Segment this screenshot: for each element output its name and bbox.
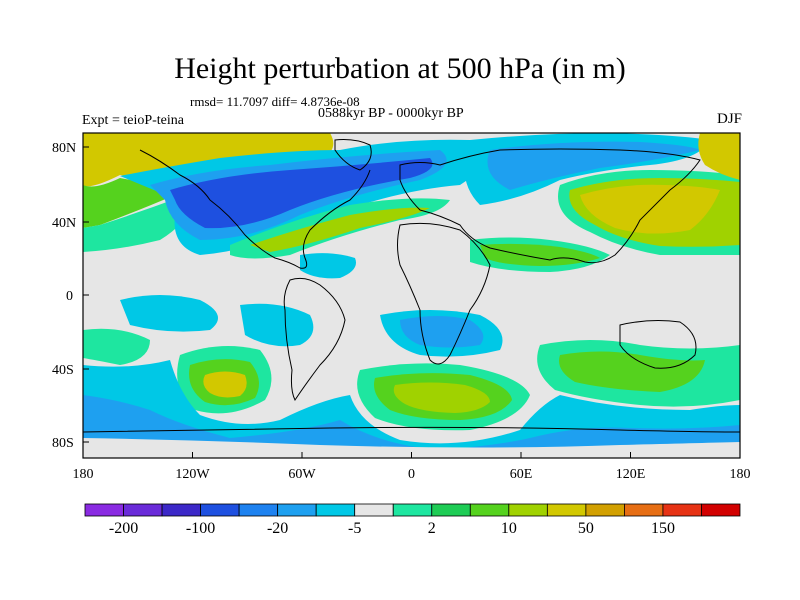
colorbar-label: -100: [186, 520, 215, 537]
experiment-label: Expt = teioP-teina: [82, 113, 184, 128]
contour-strong-pos-arctic-east: [698, 133, 740, 180]
colorbar-label: 150: [651, 520, 675, 537]
lon-label-0: 0: [408, 467, 415, 482]
coastlines: [83, 139, 740, 433]
colorbar-swatch: [315, 503, 356, 517]
coastline-south-america: [283, 277, 346, 401]
contour-weak-pos-band-west: [83, 198, 186, 252]
colorbar-swatch: [200, 503, 240, 517]
lon-label-180e: 180: [730, 467, 751, 482]
lon-label-120e: 120E: [616, 467, 646, 482]
colorbar-swatch: [662, 503, 702, 517]
contour-strong-neg-namerica: [170, 158, 433, 229]
colorbar-swatch: [508, 503, 548, 517]
contour-weak-neg-tropical-n: [300, 253, 356, 279]
contour-neutral-antarctic: [83, 438, 740, 458]
colorbar-swatch: [84, 503, 124, 517]
latitude-axis: 80N 40N 0 40S 80S: [52, 141, 89, 451]
colorbar-swatch: [624, 503, 664, 517]
colorbar: [84, 503, 741, 517]
coastline-australia: [619, 320, 697, 369]
colorbar-swatch: [123, 503, 163, 517]
colorbar-label: -5: [348, 520, 361, 537]
colorbar-label: 50: [578, 520, 594, 537]
rmsd-diff-stats: rmsd= 11.7097 diff= 4.8736e-08: [190, 94, 360, 109]
lat-label-80n: 80N: [52, 141, 76, 156]
colorbar-swatch: [585, 503, 625, 517]
colorbar-swatch: [431, 503, 471, 517]
contour-weak-neg-samerica: [240, 303, 314, 347]
colorbar-swatch: [354, 503, 394, 517]
filled-contour-field: [83, 133, 740, 458]
lat-label-80s: 80S: [52, 436, 74, 451]
contour-weak-neg-eq-pacific: [120, 295, 218, 332]
colorbar-label: -200: [109, 520, 138, 537]
lon-label-180w: 180: [73, 467, 94, 482]
colorbar-swatch: [392, 503, 433, 517]
lon-label-60w: 60W: [288, 467, 316, 482]
colorbar-label: 10: [501, 520, 517, 537]
contour-strong-pos-npacific: [580, 184, 720, 234]
colorbar-swatch: [701, 503, 741, 517]
lat-label-40n: 40N: [52, 216, 76, 231]
colorbar-labels: -200 -100 -20 -5 2 10 50 150: [109, 520, 675, 537]
contour-weak-pos-sw-pacific: [83, 328, 150, 365]
contour-mid-pos-indian-ocean: [559, 351, 705, 392]
coastline-antarctica: [83, 426, 740, 433]
coastline-europe-asia: [399, 148, 701, 264]
coastline-north-america: [139, 149, 371, 269]
colorbar-swatch: [546, 503, 587, 517]
contour-mid-pos-band-west: [83, 178, 175, 228]
coastline-africa: [397, 222, 491, 365]
lat-label-0: 0: [66, 289, 73, 304]
colorbar-label: 2: [428, 520, 436, 537]
plot-title: Height perturbation at 500 hPa (in m): [174, 52, 626, 85]
lon-label-60e: 60E: [510, 467, 533, 482]
colorbar-swatch: [238, 503, 279, 517]
colorbar-swatch: [161, 503, 201, 517]
colorbar-label: -20: [267, 520, 288, 537]
colorbar-swatch: [469, 503, 510, 517]
longitude-axis: 180 120W 60W 0 60E 120E 180: [73, 452, 751, 482]
lon-label-120w: 120W: [175, 467, 210, 482]
contour-mid-neg-eurasia: [487, 141, 700, 190]
contour-strong-pos-se-pacific: [203, 371, 247, 398]
coastline-greenland: [334, 139, 372, 171]
lat-label-40s: 40S: [52, 363, 74, 378]
season-label: DJF: [716, 111, 742, 127]
contour-strong-pos-s-atlantic: [393, 382, 490, 413]
time-period-label: 0588kyr BP - 0000kyr BP: [318, 106, 464, 121]
contour-strong-pos-atlantic: [250, 207, 430, 252]
colorbar-swatch: [277, 503, 317, 517]
contour-mid-pos-asia: [480, 243, 600, 266]
